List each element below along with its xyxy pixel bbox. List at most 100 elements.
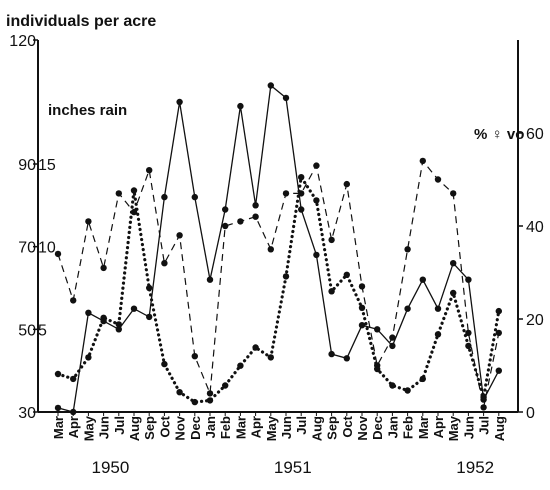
month-label: Oct	[157, 415, 172, 437]
data-point	[404, 305, 411, 312]
data-point	[343, 180, 350, 188]
tick-label: 40	[526, 219, 544, 236]
data-point	[343, 355, 350, 362]
data-point	[237, 102, 244, 110]
month-label: Jun	[279, 416, 294, 439]
data-point	[206, 276, 214, 283]
data-point	[404, 246, 411, 253]
left-axis-title-individuals: individuals per acre	[6, 13, 156, 30]
month-label: Oct	[340, 415, 355, 437]
data-point	[495, 329, 502, 337]
x-axis-month-ticks: Mar Apr May Jun Jul Aug Sep Oct Nov Dec Jan Feb Mar A…	[51, 412, 507, 441]
data-point	[130, 187, 138, 194]
data-point	[450, 190, 457, 197]
month-label: Sep	[325, 416, 340, 440]
data-point	[434, 305, 442, 312]
tick-label: 120	[9, 33, 36, 50]
month-label: Mar	[51, 416, 66, 439]
data-point	[419, 375, 426, 383]
data-point	[222, 222, 229, 230]
data-point	[313, 162, 320, 169]
month-label: Mar	[233, 416, 248, 439]
month-label: Jan	[385, 416, 400, 438]
data-point	[54, 250, 62, 258]
data-point	[313, 197, 320, 204]
data-point	[404, 387, 411, 394]
data-point	[176, 98, 183, 106]
data-point	[282, 94, 290, 102]
tick-label: 50	[18, 322, 36, 339]
data-point	[176, 232, 183, 239]
month-label: Mar	[416, 416, 431, 439]
month-label: Sep	[142, 416, 157, 440]
month-label: Feb	[401, 416, 416, 439]
data-point	[115, 326, 123, 333]
data-point	[237, 218, 244, 225]
data-point	[389, 334, 396, 341]
tick-label: 30	[18, 405, 36, 422]
data-point	[480, 404, 487, 411]
month-label: Jan	[203, 416, 218, 438]
data-point	[313, 251, 320, 259]
data-point	[358, 322, 366, 329]
month-label: Dec	[370, 416, 385, 440]
data-point	[328, 350, 335, 358]
right-axis-title-percent: % ♀ vo	[474, 126, 524, 143]
data-point	[252, 202, 259, 209]
x-axis-year-labels: 1950 1951 1952	[91, 458, 494, 477]
data-point	[328, 288, 335, 295]
data-point	[434, 331, 442, 338]
data-point	[237, 362, 244, 369]
tick-label: 60	[526, 126, 544, 143]
data-point	[389, 382, 396, 389]
data-point	[267, 354, 274, 361]
month-label: Jun	[461, 416, 476, 439]
data-point	[374, 326, 381, 333]
data-point	[465, 276, 472, 283]
right-axis-percent-ticks: 60 40 20 0	[518, 126, 544, 422]
data-point	[389, 342, 396, 350]
data-point	[85, 354, 92, 361]
month-label: Jun	[97, 416, 112, 439]
tick-label: 10	[38, 240, 56, 257]
data-point	[85, 309, 92, 316]
tick-label: 70	[18, 240, 36, 257]
data-point	[54, 404, 62, 412]
data-point	[130, 208, 138, 216]
data-point	[495, 307, 502, 315]
tick-label: 20	[526, 312, 544, 329]
month-label: Nov	[173, 415, 188, 440]
data-point	[434, 176, 442, 183]
data-point	[222, 382, 229, 389]
month-label: Jul	[112, 416, 127, 435]
series-dashed	[54, 157, 502, 411]
month-label: Aug	[492, 416, 507, 441]
year-label: 1952	[456, 458, 494, 477]
data-point	[70, 408, 77, 416]
tick-label: 5	[38, 322, 47, 339]
data-point	[85, 218, 92, 225]
data-point	[70, 375, 77, 383]
data-point	[206, 397, 214, 404]
data-point	[100, 264, 107, 272]
data-point	[222, 206, 229, 213]
left-axis-rain-ticks: 15 10 5	[38, 157, 56, 339]
month-label: Feb	[218, 416, 233, 439]
data-point	[495, 367, 502, 374]
data-point	[252, 344, 259, 351]
data-point	[130, 305, 138, 312]
tick-label: 90	[18, 157, 36, 174]
data-point	[358, 283, 366, 290]
month-label: Aug	[309, 416, 324, 441]
data-point	[465, 329, 472, 337]
data-point	[252, 213, 259, 220]
series-line	[57, 84, 500, 413]
series-dotted	[54, 172, 502, 406]
data-point	[161, 260, 168, 267]
data-point	[298, 174, 305, 181]
series-solid	[54, 82, 502, 416]
month-label: Jul	[294, 416, 309, 435]
data-point	[374, 365, 381, 373]
data-point	[419, 276, 426, 283]
